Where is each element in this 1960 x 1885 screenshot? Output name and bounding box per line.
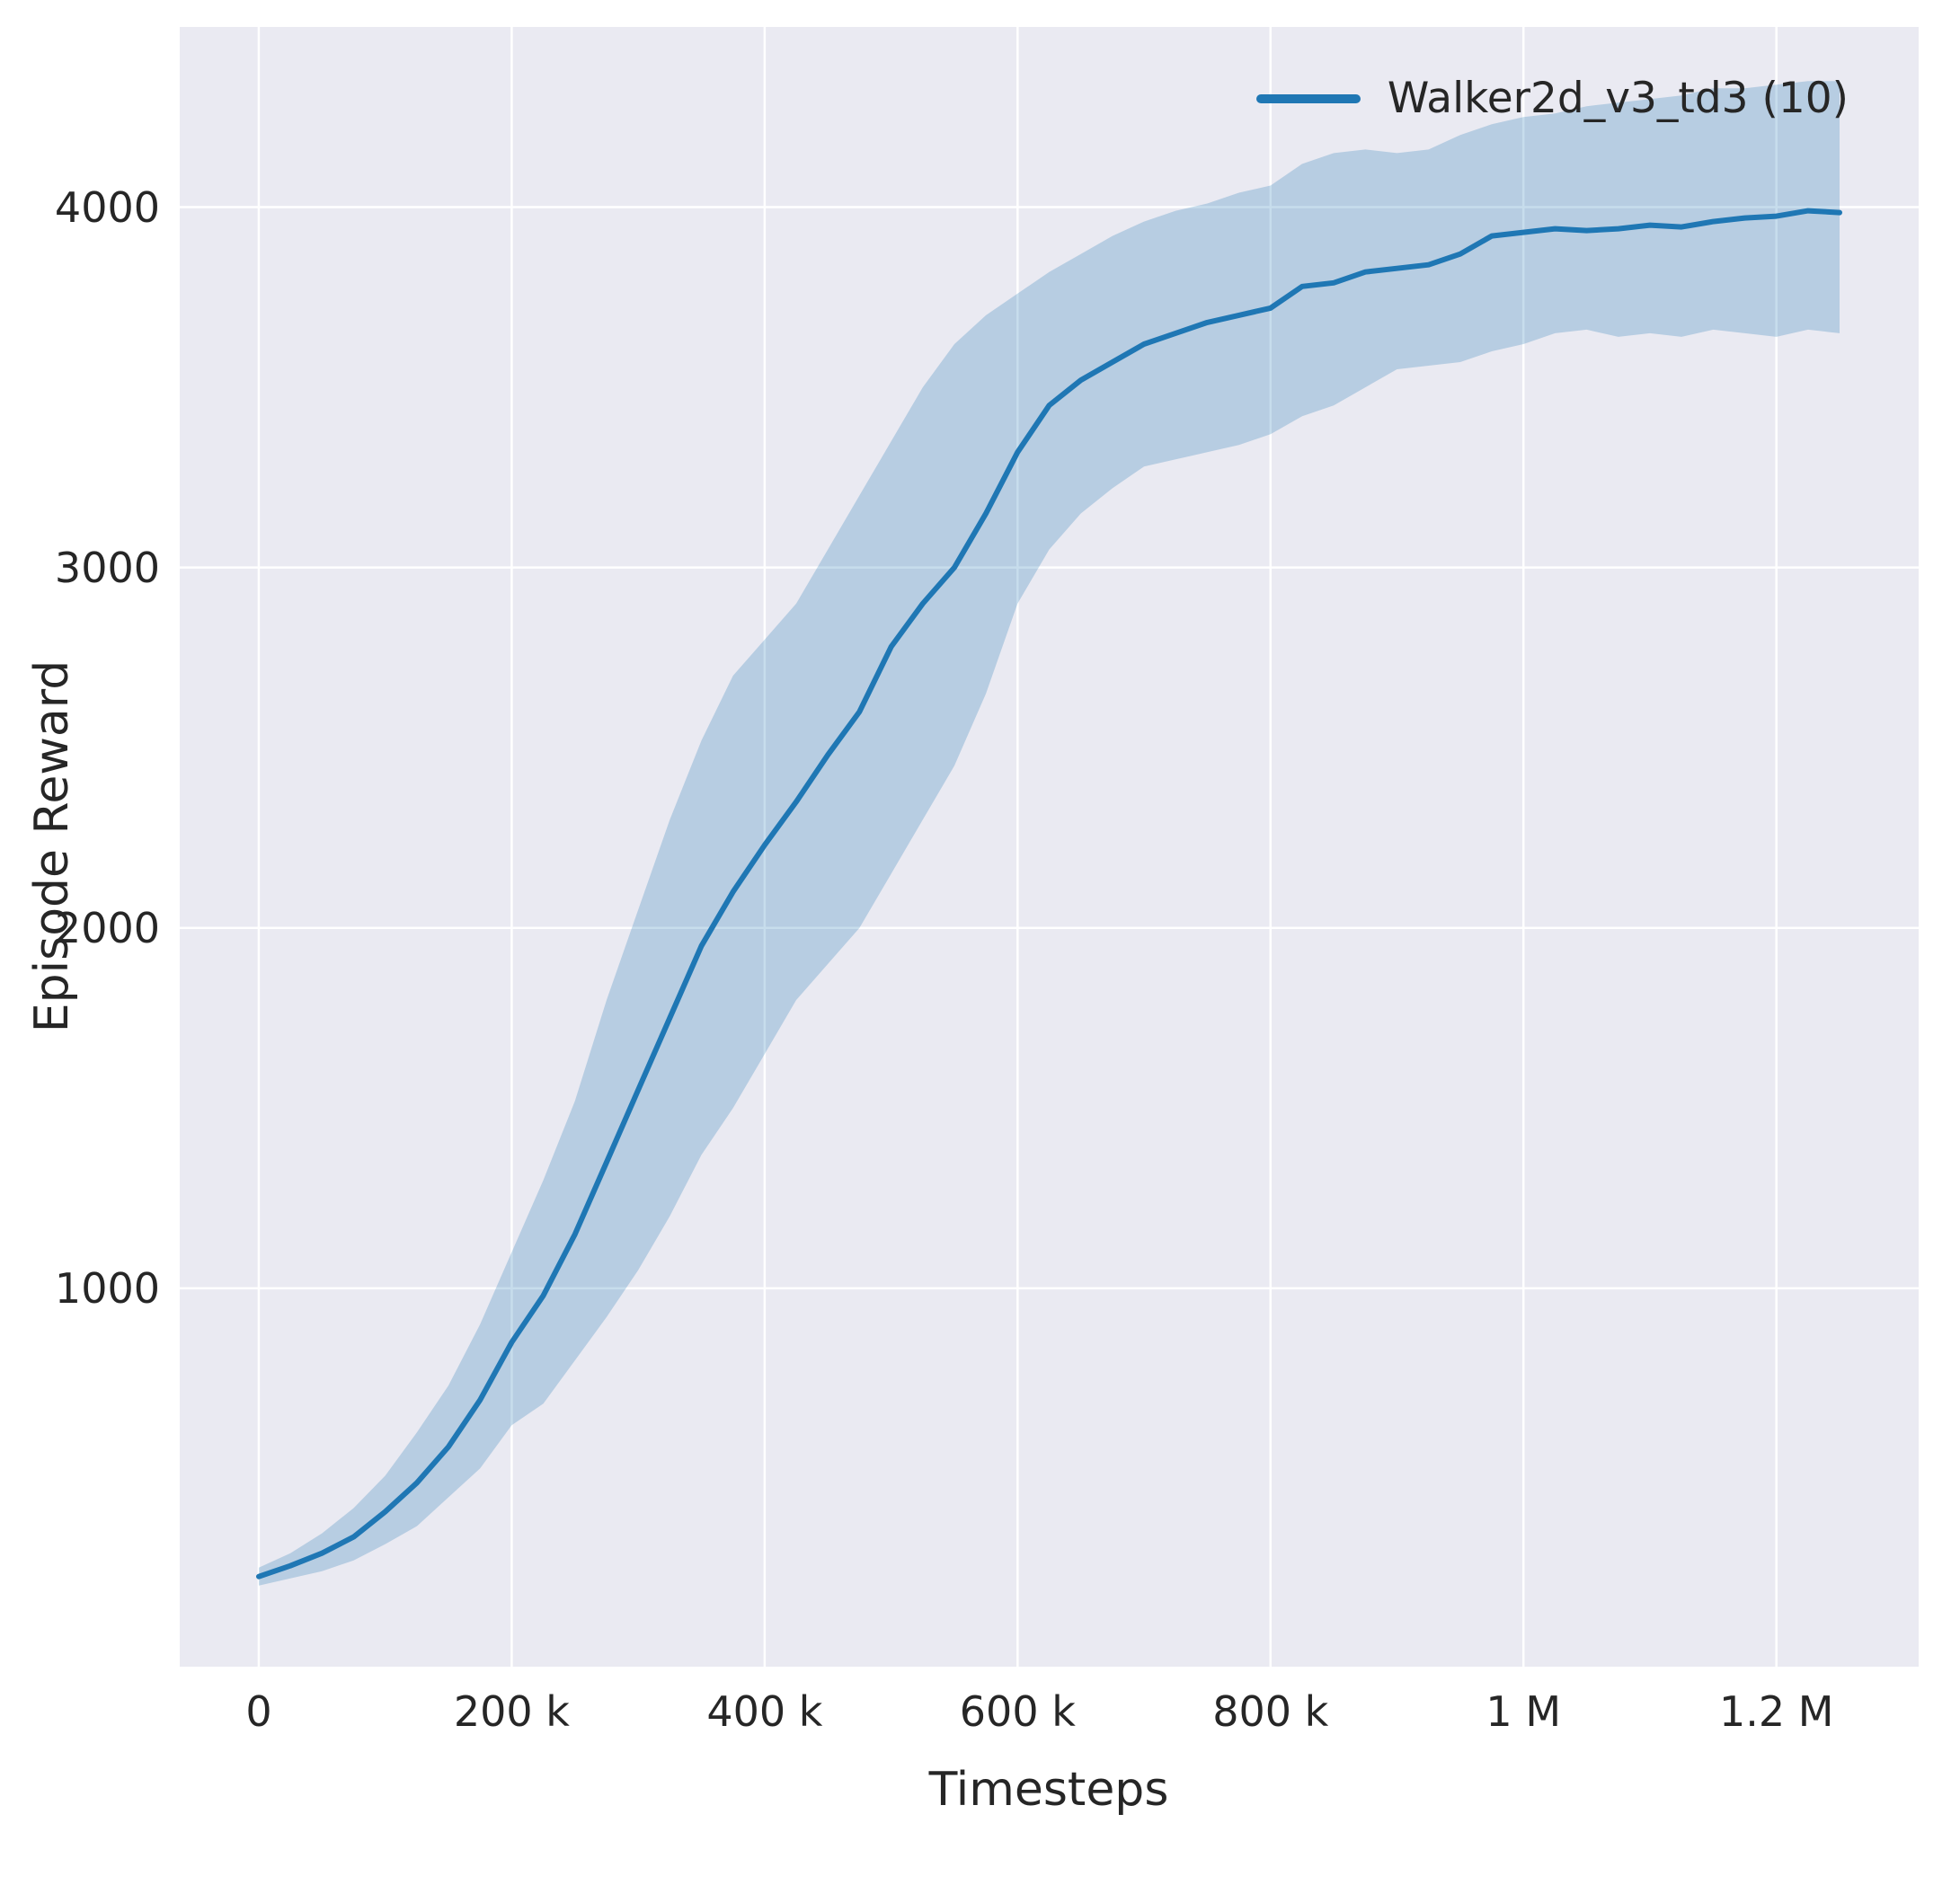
x-axis-label: Timesteps — [928, 1763, 1169, 1817]
series-line — [256, 208, 1842, 1580]
y-tick-label: 1000 — [54, 1263, 160, 1313]
confidence-band — [259, 81, 1840, 1586]
x-tick-label: 1 M — [1486, 1687, 1562, 1736]
legend-line-swatch — [1255, 93, 1361, 103]
y-axis-label: Episode Reward — [25, 659, 79, 1033]
y-tick-label: 3000 — [54, 543, 160, 592]
x-tick-label: 200 k — [453, 1687, 570, 1736]
x-tick-label: 0 — [245, 1687, 272, 1736]
x-tick-label: 600 k — [959, 1687, 1076, 1736]
x-tick-label: 1.2 M — [1718, 1687, 1834, 1736]
y-tick-label: 4000 — [54, 182, 160, 232]
legend-label: Walker2d_v3_td3 (10) — [1387, 74, 1849, 123]
legend: Walker2d_v3_td3 (10) — [1255, 74, 1849, 123]
x-tick-label: 400 k — [706, 1687, 823, 1736]
plot-canvas — [180, 27, 1919, 1667]
y-tick-label: 2000 — [54, 903, 160, 952]
plot-area: Walker2d_v3_td3 (10) — [180, 27, 1919, 1667]
x-tick-label: 800 k — [1212, 1687, 1329, 1736]
